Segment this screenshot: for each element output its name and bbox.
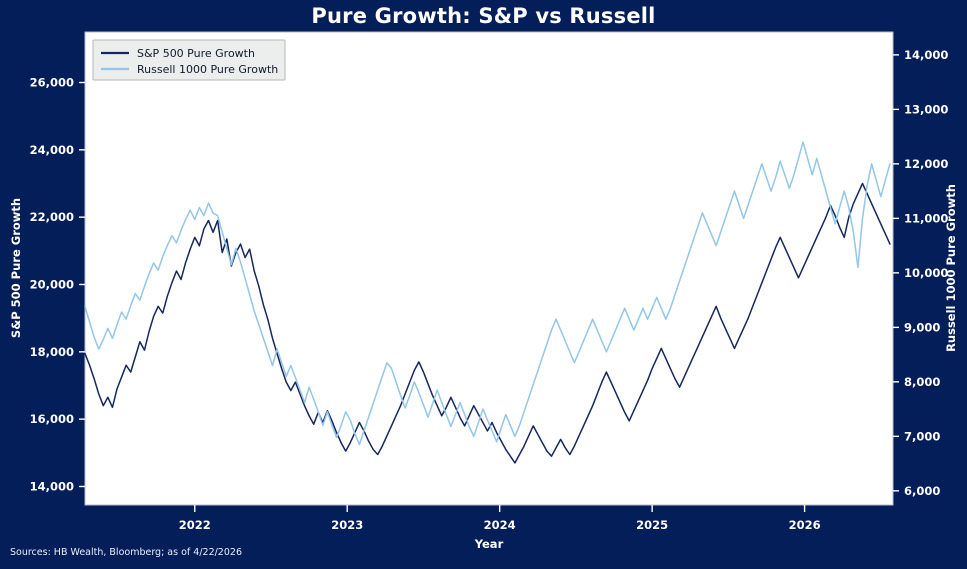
- series-lines: [84, 141, 891, 464]
- chart-legend[interactable]: S&P 500 Pure Growth Russell 1000 Pure Gro…: [92, 39, 286, 81]
- left-tick-label: 20,000: [30, 277, 74, 291]
- right-tick-label: 12,000: [904, 157, 948, 171]
- right-tick-label: 8,000: [904, 375, 940, 389]
- legend-label: S&P 500 Pure Growth: [137, 47, 255, 60]
- legend-background: [92, 39, 286, 81]
- right-axis-label: Russell 1000 Pure Growth: [944, 184, 958, 352]
- right-axis-ticks: 6,000 7,000 8,000 9,000 10,000 11,000 12,000 13…: [893, 48, 948, 498]
- right-tick-label: 9,000: [904, 320, 940, 334]
- left-tick-label: 14,000: [30, 479, 74, 493]
- left-tick-label: 26,000: [30, 75, 74, 89]
- x-tick-label: 2025: [636, 518, 668, 532]
- left-tick-label: 24,000: [30, 143, 74, 157]
- left-tick-label: 22,000: [30, 210, 74, 224]
- right-tick-label: 6,000: [904, 484, 940, 498]
- x-tick-label: 2023: [331, 518, 363, 532]
- series-line: [84, 141, 891, 446]
- left-axis-ticks: 14,000 16,000 18,000 20,000 22,000 24,000 26,0…: [30, 75, 85, 493]
- right-tick-label: 7,000: [904, 429, 940, 443]
- x-tick-label: 2022: [179, 518, 211, 532]
- plot-background: [84, 31, 894, 506]
- page-title: Pure Growth: S&P vs Russell: [311, 4, 656, 28]
- right-tick-label: 13,000: [904, 102, 948, 116]
- left-tick-label: 18,000: [30, 345, 74, 359]
- left-axis-label: S&P 500 Pure Growth: [9, 198, 23, 338]
- right-tick-label: 14,000: [904, 48, 948, 62]
- series-line: [84, 182, 891, 464]
- left-tick-label: 16,000: [30, 412, 74, 426]
- legend-label: Russell 1000 Pure Growth: [137, 63, 278, 76]
- x-axis-label: Year: [474, 537, 504, 551]
- x-axis-ticks: 2022 2023 2024 2025 2026: [179, 505, 821, 532]
- x-tick-label: 2026: [789, 518, 821, 532]
- source-note: Sources: HB Wealth, Bloomberg; as of 4/2…: [10, 547, 242, 558]
- right-tick-label: 11,000: [904, 211, 948, 225]
- x-tick-label: 2024: [484, 518, 516, 532]
- right-tick-label: 10,000: [904, 266, 948, 280]
